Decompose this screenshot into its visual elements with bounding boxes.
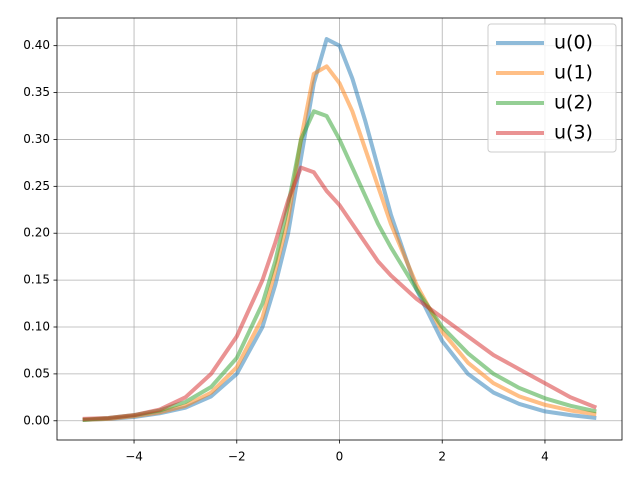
y-tick-label: 0.20 xyxy=(23,226,50,240)
x-tick-label: −2 xyxy=(228,450,246,464)
y-tick-label: 0.40 xyxy=(23,38,50,52)
x-tick-label: 0 xyxy=(336,450,344,464)
legend-label: u(0) xyxy=(554,32,593,54)
x-tick-label: 2 xyxy=(438,450,446,464)
data-line xyxy=(82,64,597,422)
x-tick-label: 4 xyxy=(541,450,549,464)
legend-label: u(2) xyxy=(554,92,593,114)
plot-frame xyxy=(56,17,623,441)
legend-box xyxy=(487,23,617,153)
y-tick-label: 0.30 xyxy=(23,132,50,146)
y-tick-label: 0.10 xyxy=(23,319,50,333)
y-tick-label: 0.00 xyxy=(23,413,50,427)
legend-label: u(1) xyxy=(554,62,593,84)
data-line xyxy=(82,109,597,422)
y-tick-label: 0.35 xyxy=(23,85,50,99)
y-tick-label: 0.05 xyxy=(23,366,50,380)
y-tick-label: 0.25 xyxy=(23,179,50,193)
data-line xyxy=(82,165,598,421)
legend-label: u(3) xyxy=(554,122,593,144)
y-tick-label: 0.15 xyxy=(23,273,50,287)
x-tick-label: −4 xyxy=(125,450,143,464)
